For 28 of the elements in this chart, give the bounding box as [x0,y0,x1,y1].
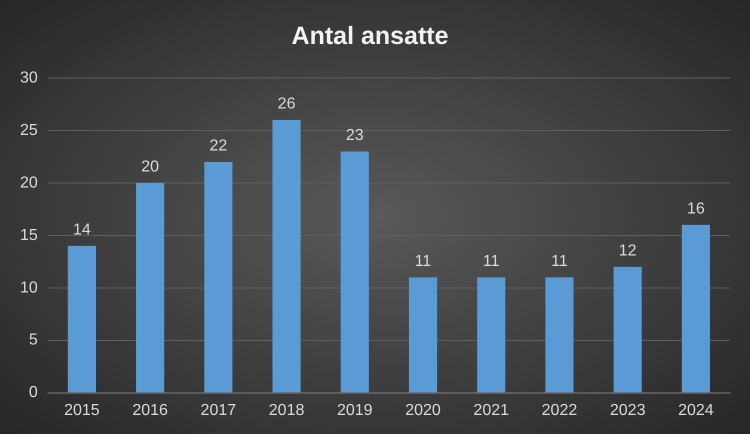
x-tick-label: 2016 [132,402,168,419]
data-label: 16 [686,200,705,218]
x-tick-label: 2017 [200,402,236,419]
data-label: 11 [551,252,568,270]
y-tick-label: 15 [20,226,38,244]
data-label: 20 [141,158,160,176]
data-label: 11 [414,252,432,270]
x-tick-label: 2024 [678,402,714,419]
data-label: 22 [209,137,228,154]
x-tick-label: 2015 [64,402,100,419]
y-tick-label: 30 [20,69,38,86]
x-tick-label: 2019 [336,402,373,419]
data-label: 26 [278,95,296,112]
data-label: 11 [482,252,500,270]
chart-title: Antal ansatte [292,22,449,50]
y-tick-label: 20 [20,174,38,192]
y-tick-label: 25 [20,122,38,139]
x-tick-label: 2022 [542,402,578,419]
y-tick-label: 10 [20,279,38,296]
y-tick-label: 5 [28,332,38,349]
x-tick-label: 2020 [405,402,441,419]
data-label: 12 [618,242,637,260]
y-tick-label: 0 [28,384,38,402]
x-tick-label: 2018 [268,402,304,419]
data-label: 23 [346,126,364,144]
x-tick-label: 2023 [610,402,646,419]
data-label: 14 [73,221,91,238]
x-tick-label: 2021 [473,402,510,419]
